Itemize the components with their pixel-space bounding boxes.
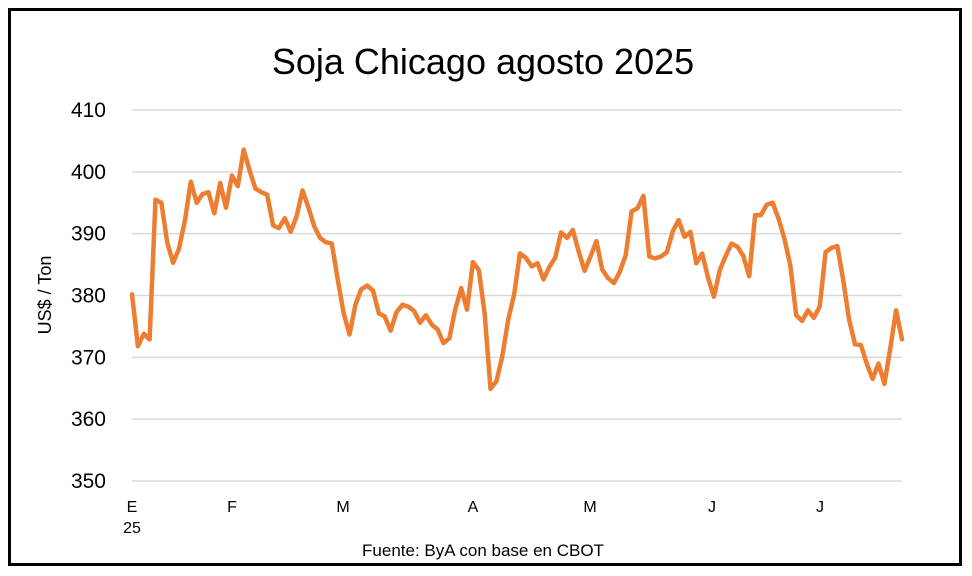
y-tick-label: 370 <box>71 346 106 369</box>
y-tick-label: 400 <box>71 161 106 184</box>
x-tick-year-label: 25 <box>123 520 141 537</box>
y-tick-label: 350 <box>71 470 106 493</box>
series-line-0 <box>129 147 905 392</box>
x-axis-ticks: E F M A M J J 25 <box>123 499 824 537</box>
y-axis-label: US$ / Ton <box>35 256 55 335</box>
x-tick-label: E <box>127 499 138 516</box>
y-tick-label: 380 <box>71 285 106 308</box>
y-tick-label: 390 <box>71 223 106 246</box>
x-tick-label: J <box>816 499 824 516</box>
x-tick-label: M <box>583 499 596 516</box>
y-tick-label: 410 <box>71 99 106 122</box>
y-axis-ticks: 350 360 370 380 390 400 410 <box>71 99 106 493</box>
chart-frame <box>8 8 962 566</box>
source-note: Fuente: ByA con base en CBOT <box>362 541 604 560</box>
series-group <box>129 147 905 392</box>
x-tick-label: J <box>708 499 716 516</box>
gridlines <box>132 109 902 482</box>
x-tick-label: A <box>468 499 479 516</box>
chart-title: Soja Chicago agosto 2025 <box>272 41 694 82</box>
x-tick-label: F <box>227 499 237 516</box>
y-tick-label: 360 <box>71 408 106 431</box>
x-tick-label: M <box>336 499 349 516</box>
